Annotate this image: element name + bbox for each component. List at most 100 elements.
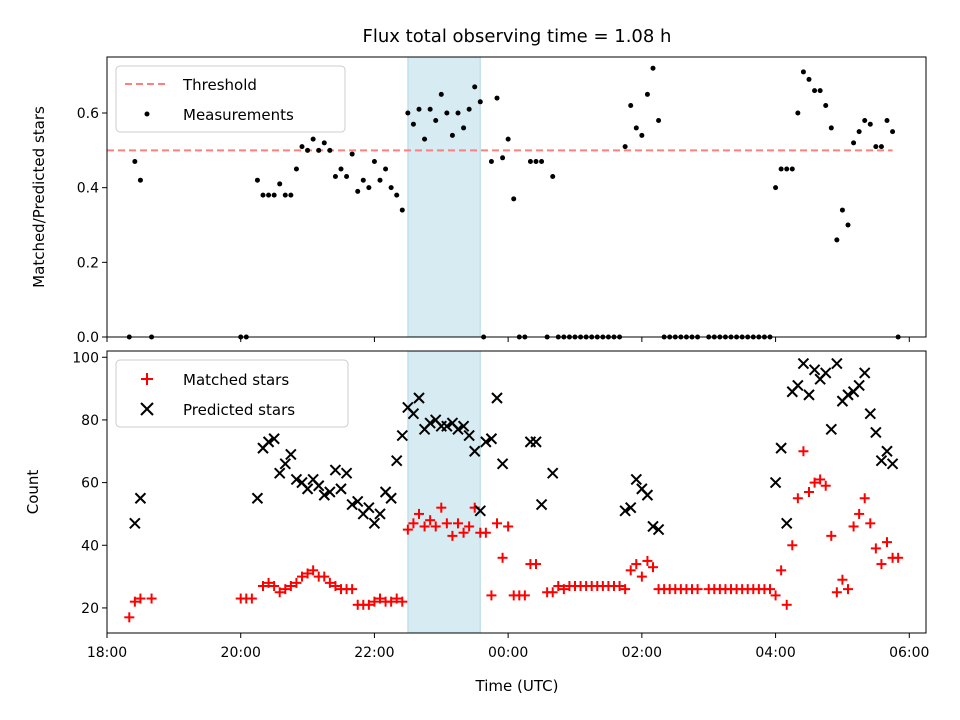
measurement-point xyxy=(828,125,834,131)
x-tick-label: 06:00 xyxy=(889,645,929,661)
matched-stars-point xyxy=(347,584,358,595)
measurement-point xyxy=(845,222,851,228)
y-tick-label: 0.0 xyxy=(77,330,99,346)
predicted-stars-point xyxy=(324,486,336,498)
predicted-stars-point xyxy=(820,367,832,379)
predicted-stars-point xyxy=(441,420,453,432)
bottom-panel: 20 40 60 80 100 18:00 20:00 22:00 00:00 02:00 04:… xyxy=(24,350,929,695)
x-tick-label: 18:00 xyxy=(87,645,127,661)
predicted-stars-point xyxy=(329,464,342,476)
matched-stars-point xyxy=(831,587,842,598)
predicted-stars-point xyxy=(547,467,559,479)
measurement-point xyxy=(884,117,890,123)
measurement-point xyxy=(533,159,539,165)
measurement-point xyxy=(455,110,461,116)
predicted-stars-point xyxy=(301,483,314,495)
matched-stars-point xyxy=(269,581,280,591)
matched-stars-point xyxy=(792,493,803,504)
matched-stars-point xyxy=(893,552,904,563)
matched-stars-point xyxy=(865,518,876,529)
matched-stars-point xyxy=(414,508,424,519)
matched-stars-point xyxy=(837,574,848,585)
bottom-points xyxy=(124,357,904,623)
matched-stars-point xyxy=(843,584,853,595)
matched-stars-point xyxy=(324,577,335,588)
predicted-stars-point xyxy=(808,364,821,376)
matched-stars-point xyxy=(648,562,658,573)
predicted-stars-point xyxy=(391,454,403,467)
predicted-stars-point xyxy=(859,367,871,379)
measurement-point xyxy=(773,185,779,191)
predicted-stars-point xyxy=(452,423,464,436)
matched-stars-point xyxy=(776,565,787,576)
matched-stars-point xyxy=(781,599,792,610)
legend-measurements-label: Measurements xyxy=(183,106,294,124)
matched-stars-point xyxy=(430,521,441,532)
matched-stars-point xyxy=(453,518,463,529)
measurement-point xyxy=(795,110,801,116)
measurement-point xyxy=(789,166,795,172)
predicted-stars-point xyxy=(480,436,492,448)
matched-stars-point xyxy=(308,565,319,576)
predicted-stars-point xyxy=(625,501,637,514)
predicted-stars-point xyxy=(474,505,486,517)
predicted-stars-point xyxy=(647,520,659,533)
top-y-axis-label: Matched/Predicted stars xyxy=(30,106,48,288)
predicted-stars-point xyxy=(781,517,793,530)
predicted-stars-point xyxy=(407,407,420,420)
measurement-point xyxy=(388,185,394,191)
matched-stars-point xyxy=(870,543,881,554)
measurement-point xyxy=(137,177,143,183)
x-tick-label: 04:00 xyxy=(755,645,795,661)
measurement-point xyxy=(266,192,272,198)
matched-stars-point xyxy=(425,515,436,526)
predicted-stars-point xyxy=(485,433,498,445)
matched-stars-point xyxy=(397,596,408,607)
predicted-stars-point xyxy=(619,505,631,517)
measurement-point xyxy=(890,129,896,135)
predicted-stars-point xyxy=(652,523,665,536)
measurement-point xyxy=(327,147,333,153)
matched-stars-point xyxy=(274,587,285,598)
measurement-point xyxy=(628,103,634,109)
matched-stars-point xyxy=(531,559,541,570)
predicted-stars-point xyxy=(279,458,291,470)
predicted-stars-point xyxy=(769,476,782,489)
predicted-stars-point xyxy=(831,357,843,370)
measurement-point xyxy=(349,151,355,157)
matched-stars-point xyxy=(804,487,814,497)
matched-stars-point xyxy=(363,599,374,610)
predicted-stars-point xyxy=(491,392,503,404)
predicted-stars-point xyxy=(842,389,854,401)
measurement-point xyxy=(622,144,628,150)
matched-stars-point xyxy=(419,521,430,532)
matched-stars-point xyxy=(770,590,781,601)
predicted-stars-point xyxy=(251,492,264,504)
measurement-point xyxy=(505,136,511,142)
measurement-point xyxy=(410,121,416,127)
measurement-point xyxy=(338,166,344,172)
matched-stars-point xyxy=(497,552,508,563)
measurement-point xyxy=(399,207,405,213)
predicted-stars-point xyxy=(385,492,397,504)
predicted-stars-point xyxy=(318,489,330,501)
y-tick-label: 0.6 xyxy=(77,106,99,122)
predicted-stars-point xyxy=(792,379,804,392)
y-tick-label: 100 xyxy=(72,350,99,366)
matched-stars-point xyxy=(369,596,380,607)
matched-stars-point xyxy=(854,508,865,519)
matched-stars-point xyxy=(258,581,268,591)
matched-stars-point xyxy=(787,540,798,551)
measurement-point xyxy=(288,192,294,198)
bottom-y-ticks: 20 40 60 80 100 xyxy=(72,350,107,617)
measurement-point xyxy=(851,140,857,146)
matched-stars-point xyxy=(464,521,475,532)
matched-stars-point xyxy=(614,581,625,591)
measurement-point xyxy=(784,166,790,172)
measurement-point xyxy=(873,144,879,150)
matched-stars-point xyxy=(146,593,157,604)
predicted-stars-point xyxy=(496,458,509,470)
predicted-stars-point xyxy=(363,501,375,514)
matched-stars-point xyxy=(642,555,653,566)
matched-stars-point xyxy=(386,596,397,607)
